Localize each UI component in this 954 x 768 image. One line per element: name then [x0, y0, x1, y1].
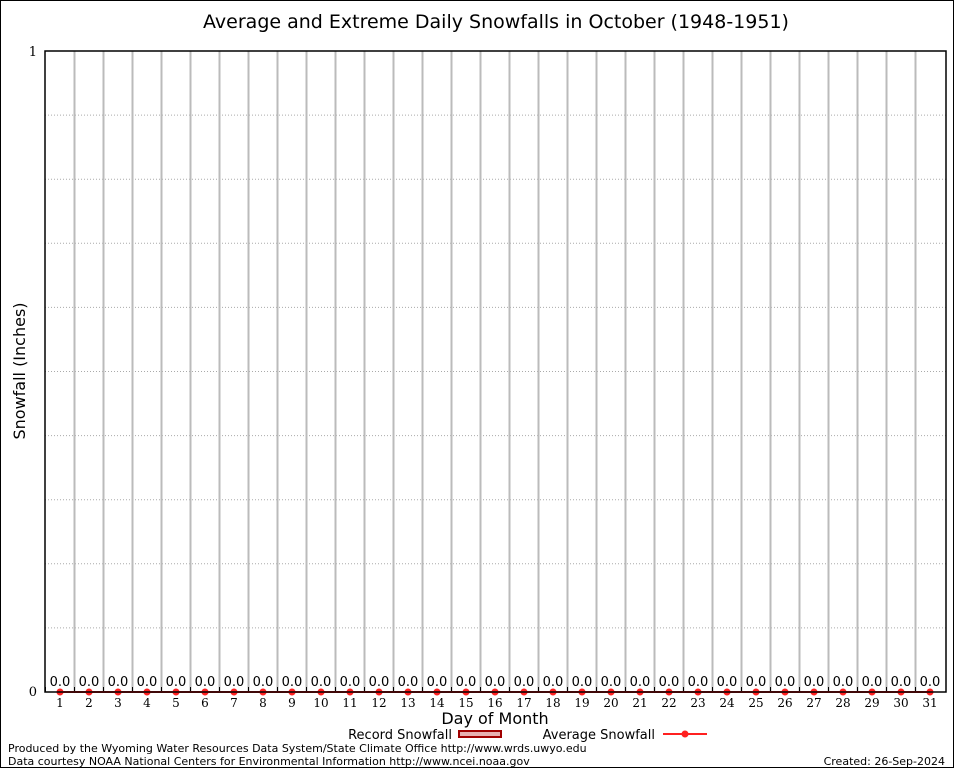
x-tick-label: 24 [719, 696, 735, 710]
data-label: 0.0 [398, 675, 419, 690]
x-tick-label: 12 [371, 696, 386, 710]
data-label: 0.0 [601, 675, 622, 690]
legend-swatch-pattern [460, 732, 500, 736]
data-label: 0.0 [833, 675, 854, 690]
x-tick-label: 8 [259, 696, 267, 710]
x-tick-label: 31 [922, 696, 937, 710]
x-tick-label: 27 [806, 696, 821, 710]
legend-label-record: Record Snowfall [348, 728, 452, 743]
data-label: 0.0 [920, 675, 941, 690]
data-label: 0.0 [282, 675, 303, 690]
data-label: 0.0 [485, 675, 506, 690]
x-tick-label: 11 [342, 696, 357, 710]
data-label: 0.0 [224, 675, 245, 690]
x-tick-label: 10 [313, 696, 328, 710]
x-tick-label: 26 [777, 696, 792, 710]
data-label: 0.0 [311, 675, 332, 690]
x-tick-label: 25 [748, 696, 763, 710]
footer-created: Created: 26-Sep-2024 [824, 755, 945, 767]
data-label: 0.0 [746, 675, 767, 690]
x-tick-label: 3 [114, 696, 122, 710]
x-tick-label: 20 [603, 696, 618, 710]
data-label: 0.0 [427, 675, 448, 690]
x-tick-label: 22 [661, 696, 676, 710]
x-tick-label: 5 [172, 696, 180, 710]
y-tick-label: 1 [29, 45, 37, 60]
x-tick-label: 9 [288, 696, 296, 710]
x-tick-label: 29 [864, 696, 879, 710]
x-tick-label: 23 [690, 696, 705, 710]
x-axis-label: Day of Month [441, 709, 548, 728]
data-label: 0.0 [253, 675, 274, 690]
data-label: 0.0 [137, 675, 158, 690]
y-axis-label: Snowfall (Inches) [10, 302, 29, 439]
data-label: 0.0 [717, 675, 738, 690]
footer-courtesy: Data courtesy NOAA National Centers for … [8, 755, 530, 767]
legend-label-average: Average Snowfall [543, 728, 655, 743]
x-tick-label: 6 [201, 696, 209, 710]
x-tick-label: 14 [429, 696, 445, 710]
x-tick-label: 7 [230, 696, 238, 710]
x-tick-label: 28 [835, 696, 850, 710]
data-label: 0.0 [456, 675, 477, 690]
data-label: 0.0 [166, 675, 187, 690]
x-tick-label: 15 [458, 696, 473, 710]
data-label: 0.0 [688, 675, 709, 690]
data-label: 0.0 [775, 675, 796, 690]
x-tick-label: 17 [516, 696, 531, 710]
data-label: 0.0 [340, 675, 361, 690]
x-tick-label: 2 [85, 696, 93, 710]
data-label: 0.0 [804, 675, 825, 690]
x-tick-label: 4 [143, 696, 151, 710]
data-label: 0.0 [891, 675, 912, 690]
chart-title: Average and Extreme Daily Snowfalls in O… [203, 11, 789, 33]
data-label: 0.0 [572, 675, 593, 690]
data-label: 0.0 [514, 675, 535, 690]
x-tick-label: 18 [545, 696, 560, 710]
data-label: 0.0 [862, 675, 883, 690]
data-label: 0.0 [659, 675, 680, 690]
footer-produced-by: Produced by the Wyoming Water Resources … [8, 742, 587, 755]
x-tick-label: 19 [574, 696, 589, 710]
data-label: 0.0 [543, 675, 564, 690]
x-tick-label: 1 [56, 696, 64, 710]
data-label: 0.0 [79, 675, 100, 690]
data-label: 0.0 [195, 675, 216, 690]
x-tick-label: 21 [632, 696, 647, 710]
grid [45, 51, 946, 692]
data-label: 0.0 [630, 675, 651, 690]
legend: Record Snowfall Average Snowfall [348, 728, 707, 743]
legend-marker-average [681, 730, 689, 738]
data-label: 0.0 [108, 675, 129, 690]
x-tick-label: 16 [487, 696, 502, 710]
data-label: 0.0 [50, 675, 71, 690]
x-tick-label: 30 [893, 696, 908, 710]
data-label: 0.0 [369, 675, 390, 690]
y-tick-label: 0 [29, 685, 37, 700]
plot-frame [44, 50, 947, 693]
x-tick-label: 13 [400, 696, 415, 710]
